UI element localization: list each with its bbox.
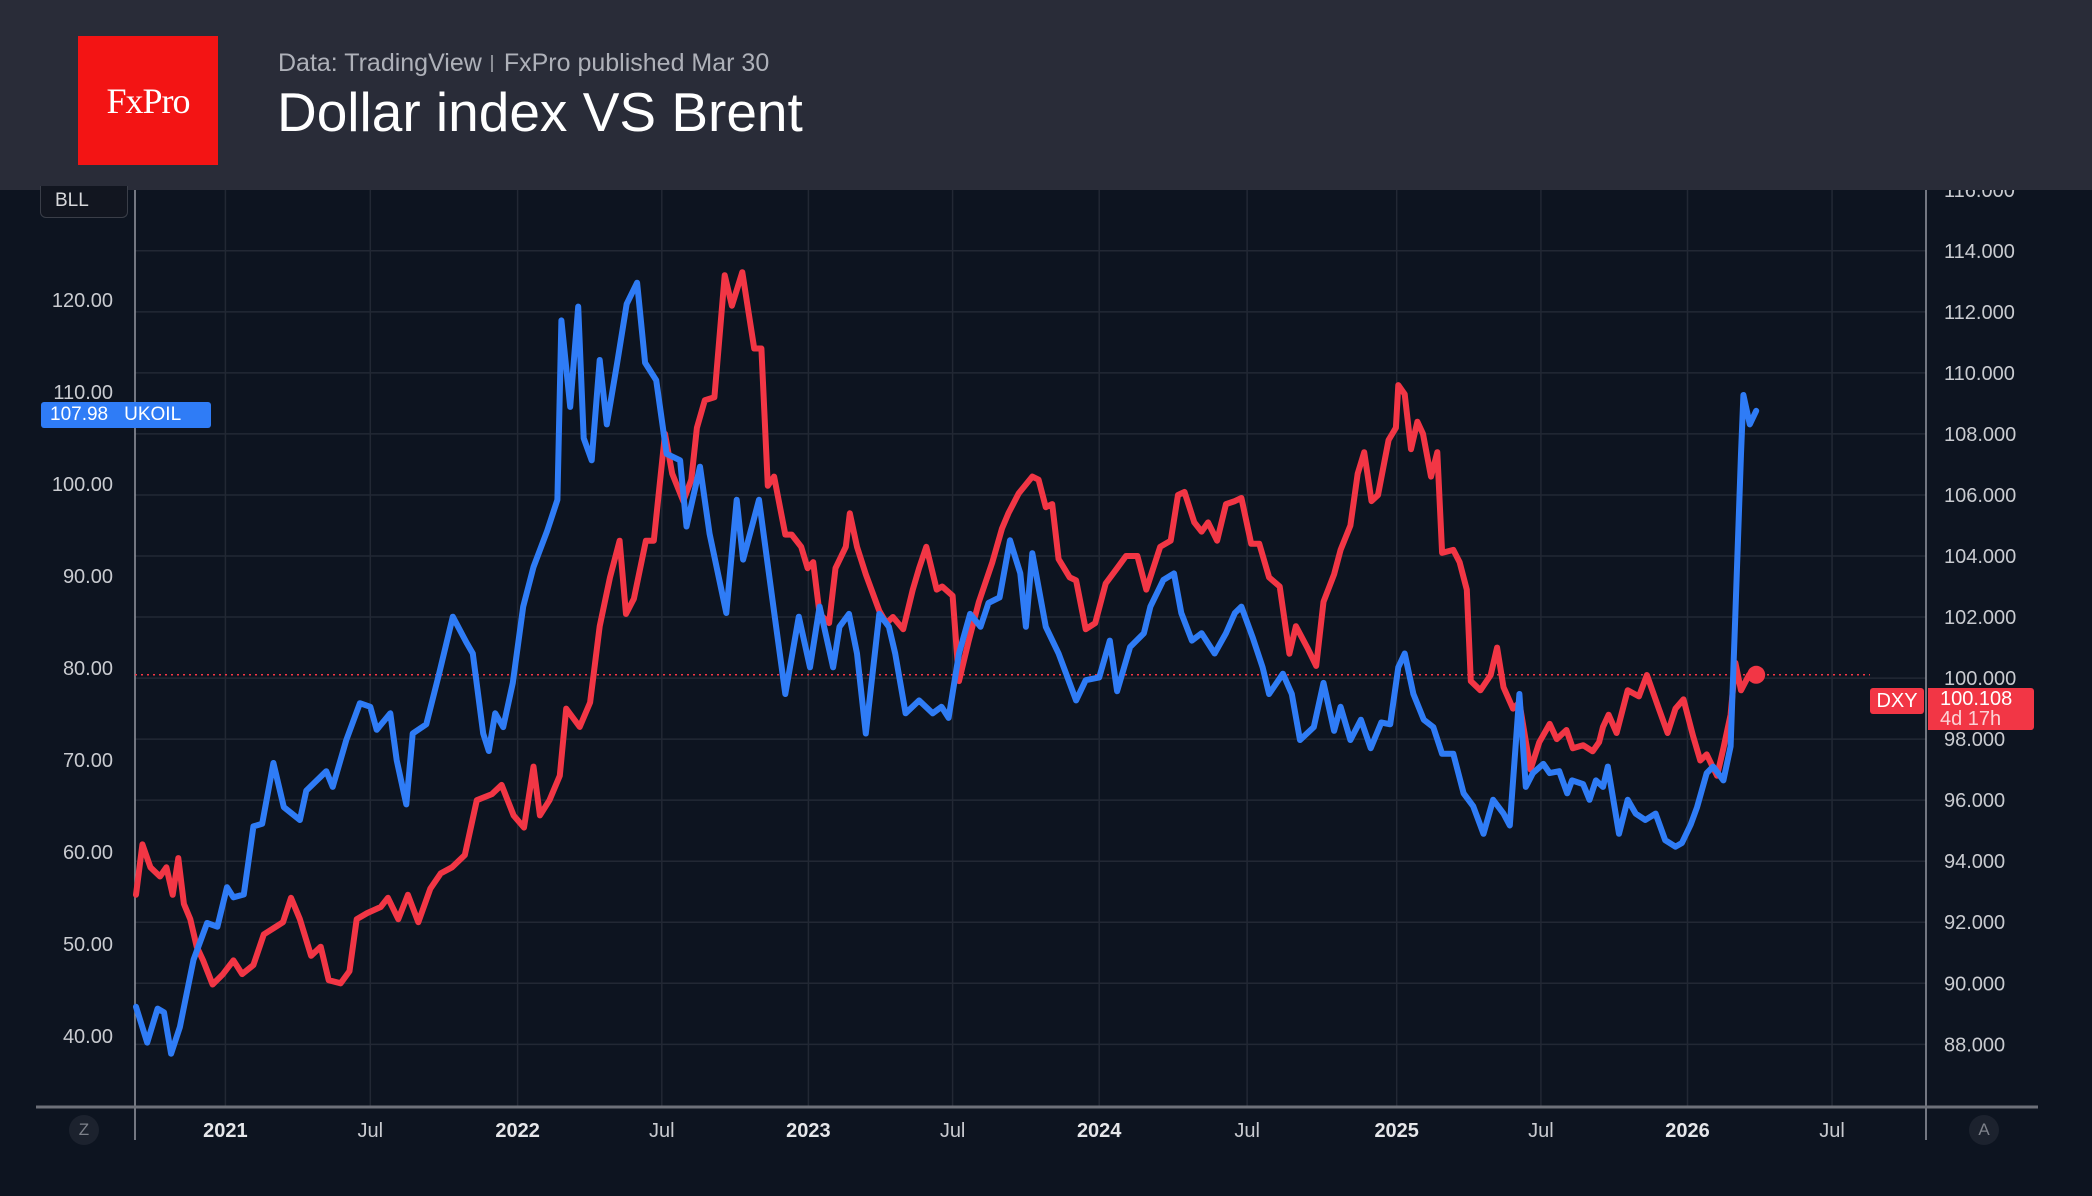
grid — [36, 190, 2038, 1140]
time-axis: 2021 Jul 2022 Jul 2023 Jul 2024 Jul 2025 Jul 2026 J… — [203, 1120, 1845, 1142]
dxy-value: 100.108 — [1940, 688, 2013, 710]
right-axis-tick-label: 106.000 — [1944, 485, 2016, 507]
right-axis-tick-label: 112.000 — [1944, 302, 2015, 324]
right-axis-tick-label: 108.000 — [1944, 424, 2016, 446]
left-axis-tick-label: 110.00 — [53, 382, 113, 404]
time-axis-tick-label: 2026 — [1665, 1120, 1710, 1142]
right-axis-tick-label: 90.000 — [1944, 973, 2005, 995]
right-axis-tick-label: 94.000 — [1944, 851, 2005, 873]
series-line-ukoil — [133, 279, 1760, 1057]
zoom-reset-button[interactable]: Z — [69, 1115, 99, 1145]
right-axis-tick-label: 88.000 — [1944, 1034, 2005, 1056]
ukoil-name: UKOIL — [124, 404, 182, 425]
right-axis-tick-label: 100.000 — [1944, 668, 2016, 690]
subtitle: Data: TradingView FxPro published Mar 30 — [278, 49, 769, 78]
right-axis-tick-label: 114.000 — [1944, 241, 2015, 263]
fxpro-logo: FxPro — [78, 36, 218, 165]
left-axis-tick-label: 50.00 — [63, 934, 113, 956]
dxy-name-label: DXY — [1870, 688, 1924, 714]
right-axis-tick-label: 110.000 — [1944, 363, 2015, 385]
right-axis-tick-label: 92.000 — [1944, 912, 2005, 934]
data-source: Data: TradingView — [278, 49, 482, 77]
left-axis-tick-label: 80.00 — [63, 658, 113, 680]
ukoil-value: 107.98 — [50, 404, 109, 425]
left-axis: 40.00 50.00 60.00 70.00 80.00 90.00 100.00 110.… — [52, 290, 113, 1048]
left-axis-tick-label: 70.00 — [63, 750, 113, 772]
left-axis-tick-label: 100.00 — [52, 474, 113, 496]
left-axis-tick-label: 120.00 — [52, 290, 113, 312]
bll-badge[interactable]: BLL — [40, 186, 128, 218]
left-axis-tick-label: 40.00 — [63, 1026, 113, 1048]
right-axis-tick-label: 102.000 — [1944, 607, 2016, 629]
published-note: FxPro published Mar 30 — [503, 49, 770, 77]
time-axis-tick-label: 2022 — [495, 1120, 540, 1142]
left-axis-tick-label: 90.00 — [63, 566, 113, 588]
time-axis-tick-label: 2021 — [203, 1120, 248, 1142]
dxy-countdown: 4d 17h — [1940, 708, 2002, 730]
auto-scale-button[interactable]: A — [1969, 1115, 1999, 1145]
series-line-dxy — [133, 269, 1760, 988]
dxy-price-label: 100.108 4d 17h — [1928, 688, 2034, 730]
time-axis-tick-label: 2023 — [786, 1120, 831, 1142]
right-axis-tick-label: 104.000 — [1944, 546, 2016, 568]
time-axis-tick-label: Jul — [1528, 1120, 1554, 1142]
time-axis-tick-label: Jul — [358, 1120, 384, 1142]
header: FxPro Data: TradingView FxPro published M… — [0, 0, 2092, 190]
left-axis-tick-label: 60.00 — [63, 842, 113, 864]
time-axis-tick-label: Jul — [649, 1120, 675, 1142]
logo-text: FxPro — [106, 80, 190, 121]
dxy-last-point-marker — [1747, 665, 1766, 684]
chart-title: Dollar index VS Brent — [277, 81, 803, 143]
time-axis-tick-label: 2024 — [1077, 1120, 1122, 1142]
series-layer — [133, 269, 1766, 1057]
ukoil-price-label: 107.98 UKOIL — [41, 402, 211, 428]
time-axis-tick-label: 2025 — [1374, 1120, 1419, 1142]
right-axis-tick-label: 96.000 — [1944, 790, 2005, 812]
time-axis-tick-label: Jul — [1234, 1120, 1260, 1142]
right-axis: 88.000 90.000 92.000 94.000 96.000 98.000 100.… — [1944, 180, 2016, 1057]
time-axis-tick-label: Jul — [1819, 1120, 1845, 1142]
separator — [490, 55, 493, 72]
right-axis-tick-label: 98.000 — [1944, 729, 2005, 751]
time-axis-tick-label: Jul — [940, 1120, 966, 1142]
